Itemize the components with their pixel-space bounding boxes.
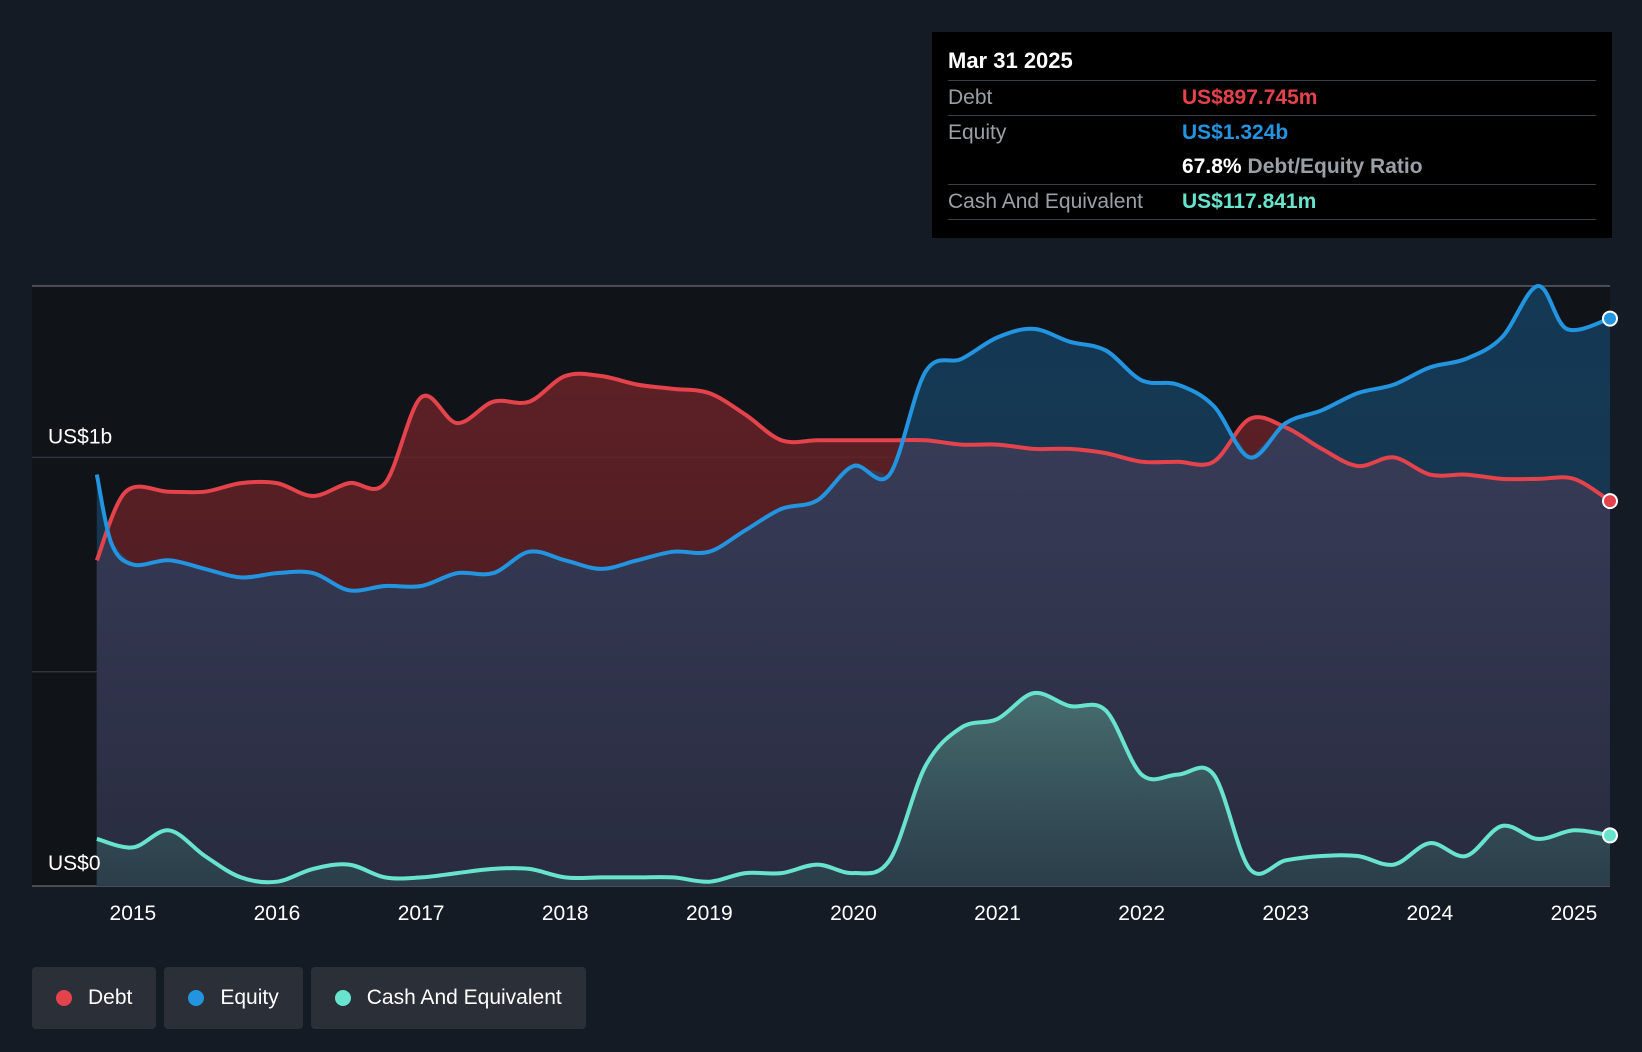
x-tick-label: 2023: [1262, 902, 1309, 925]
cash-dot-icon: [334, 990, 351, 1006]
cash-end-marker[interactable]: [1602, 827, 1618, 844]
tooltip-ratio-label: Debt/Equity Ratio: [1247, 155, 1423, 178]
cash-area: [96, 692, 1610, 886]
x-tick-label: 2020: [830, 902, 877, 925]
debt-line: [94, 371, 1612, 562]
tooltip-debt-value: US$897.745m: [1182, 86, 1318, 109]
x-tick-label: 2022: [1118, 902, 1165, 925]
tooltip-equity-row: Equity US$1.324b: [948, 115, 1596, 150]
legend-label-equity: Equity: [220, 986, 279, 1009]
end-markers: [1602, 310, 1618, 844]
tooltip-cash-value: US$117.841m: [1182, 190, 1317, 213]
tooltip-cash-row: Cash And Equivalent US$117.841m: [948, 184, 1596, 220]
tooltip-debt-row: Debt US$897.745m: [948, 80, 1596, 115]
x-tick-label: 2021: [974, 902, 1021, 925]
axes: US$1b US$0 2015 2016 2017 2018 2019 2020 2021 202…: [48, 425, 1597, 925]
x-tick-label: 2015: [110, 902, 157, 925]
cash-line: [96, 690, 1611, 885]
y-axis-bottom-label: US$0: [48, 852, 101, 875]
tooltip: Mar 31 2025 Debt US$897.745m Equity US$1…: [932, 32, 1612, 238]
equity-line: [94, 284, 1611, 593]
legend-item-cash[interactable]: Cash And Equivalent: [310, 967, 586, 1029]
tooltip-ratio-row: 67.8% Debt/Equity Ratio: [948, 150, 1596, 184]
equity-dot-icon: [188, 990, 205, 1006]
x-tick-label: 2018: [542, 902, 589, 925]
x-tick-label: 2017: [398, 902, 445, 925]
x-tick-label: 2019: [686, 902, 733, 925]
legend-label-debt: Debt: [88, 986, 133, 1009]
legend-item-debt[interactable]: Debt: [32, 967, 157, 1029]
tooltip-equity-value: US$1.324b: [1182, 121, 1289, 144]
debt-dot-icon: [56, 990, 72, 1006]
overlap-area: [96, 427, 1610, 886]
debt-end-marker[interactable]: [1602, 493, 1618, 510]
legend-label-cash: Cash And Equivalent: [366, 986, 562, 1009]
tooltip-cash-label: Cash And Equivalent: [948, 190, 1143, 213]
tooltip-debt-label: Debt: [948, 86, 993, 109]
legend-item-equity[interactable]: Equity: [164, 967, 303, 1029]
x-tick-label: 2016: [254, 902, 301, 925]
series-lines: [94, 284, 1612, 885]
equity-end-marker[interactable]: [1602, 310, 1618, 327]
tooltip-date: Mar 31 2025: [948, 48, 1073, 73]
x-tick-label: 2025: [1551, 902, 1598, 925]
x-tick-label: 2024: [1407, 902, 1454, 925]
tooltip-equity-label: Equity: [948, 121, 1007, 144]
y-axis-top-label: US$1b: [48, 425, 112, 448]
tooltip-ratio-value: 67.8%: [1182, 155, 1242, 178]
legend: Debt Equity Cash And Equivalent: [32, 967, 586, 1029]
